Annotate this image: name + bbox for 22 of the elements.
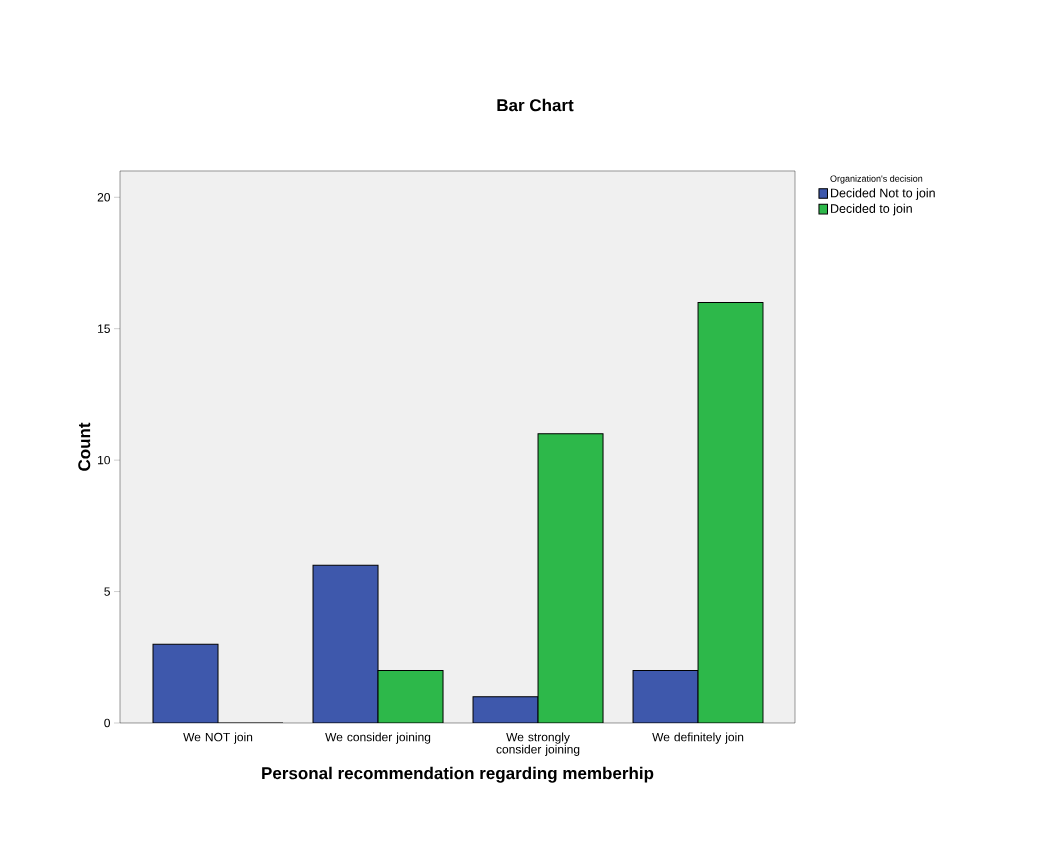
- y-tick-label: 10: [98, 455, 111, 465]
- x-tick-label: We strongly consider joining: [496, 732, 580, 756]
- bar: [153, 644, 219, 723]
- legend-label: Decided Not to join: [831, 188, 935, 200]
- bar: [472, 696, 539, 723]
- x-tick-label: We definitely join: [652, 732, 744, 744]
- y-tick-label: 15: [98, 324, 110, 333]
- x-tick-label: We NOT join: [183, 732, 253, 744]
- bar: [377, 669, 444, 723]
- y-tick-label: 5: [104, 587, 110, 596]
- y-tick-label: 0: [104, 718, 111, 728]
- legend-title: Organization's decision: [830, 175, 923, 184]
- y-axis-title: Count: [78, 422, 91, 471]
- bar: [312, 564, 379, 723]
- x-tick-label: We consider joining: [325, 732, 431, 744]
- chart-title: Bar Chart: [497, 98, 574, 112]
- bar: [697, 301, 764, 723]
- x-axis-title: Personal recommendation regarding memberhip: [262, 766, 654, 783]
- y-tick-label: 20: [97, 193, 111, 202]
- bar: [537, 433, 604, 723]
- legend-label: Decided to join: [831, 203, 912, 216]
- bar: [632, 669, 699, 723]
